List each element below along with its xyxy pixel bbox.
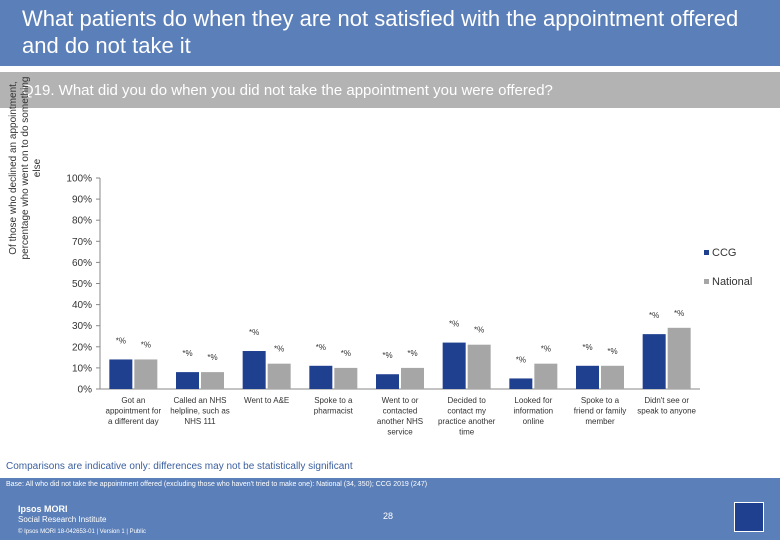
data-label: *% [582,343,592,352]
footer-band [0,478,780,540]
bar-ccg-1 [109,359,133,389]
bar-national-4 [334,367,358,389]
y-tick-label: 30% [72,321,92,332]
category-label: Got an appointment for a different day [106,396,162,426]
legend-label-national: National [712,276,752,288]
bar-ccg-9 [642,334,666,389]
bar-national-6 [467,344,491,389]
category-label-line: Went to or [382,396,419,405]
category-label-line: friend or family [574,407,626,416]
bar-ccg-7 [509,378,533,389]
legend-swatch-national [704,279,709,284]
bar-ccg-8 [576,365,599,389]
bar-ccg-5 [376,374,399,389]
bar-ccg-6 [442,342,466,389]
bar-national-7 [534,363,558,389]
data-label: *% [474,326,484,335]
category-label-line: appointment for [106,407,162,416]
y-tick-label: 80% [72,216,92,227]
y-tick-label: 70% [72,237,92,248]
category-label-line: speak to anyone [637,407,696,416]
data-label: *% [649,311,659,320]
data-label: *% [541,345,551,354]
category-label: Called an NHS helpline, such as NHS 111 [170,396,230,426]
y-tick-label: 20% [72,342,92,353]
data-label: *% [382,351,392,360]
data-label: *% [274,345,284,354]
category-label-line: pharmacist [314,407,354,416]
category-label-line: Got an [121,396,145,405]
data-label: *% [182,349,192,358]
data-label: *% [249,328,259,337]
category-label: Spoke to a friend or family member [574,396,626,426]
category-label-line: NHS 111 [184,417,216,426]
page-number: 28 [383,511,394,521]
y-tick-label: 100% [66,174,92,185]
category-label-line: member [585,417,615,426]
ipsos-logo-subtitle: Social Research Institute [18,515,107,524]
category-label-line: another NHS [377,417,423,426]
ipsos-logo-text: Ipsos MORI [18,504,68,514]
data-label: *% [316,343,326,352]
y-tick-label: 0% [78,385,93,396]
data-label: *% [407,349,417,358]
legend-swatch-ccg [704,250,709,255]
category-label-line: online [523,417,545,426]
category-label: Looked for information online [514,396,554,426]
data-label: *% [516,355,526,364]
bar-national-9 [667,327,691,389]
category-label-line: Decided to [448,396,487,405]
ipsos-badge-icon [734,502,764,532]
bar-national-1 [134,359,158,389]
category-label: Went to A&E [244,396,289,405]
copyright-text: © Ipsos MORI 18-042653-01 | Version 1 | … [18,529,146,535]
category-label-line: Called an NHS [174,396,227,405]
category-label-line: contact my [447,407,486,416]
bar-ccg-2 [176,372,199,389]
category-label-line: Didn't see or [644,396,689,405]
page-title: What patients do when they are not satis… [22,6,739,58]
category-label-line: helpline, such as [170,407,230,416]
y-tick-label: 10% [72,363,92,374]
category-label-line: time [459,428,475,437]
category-label-line: Spoke to a [314,396,353,405]
category-label-line: service [387,428,413,437]
category-label: Decided to contact my practice another time [438,396,496,437]
category-label-line: practice another [438,417,496,426]
data-label: *% [116,336,126,345]
data-label: *% [674,309,684,318]
bar-ccg-3 [242,351,266,389]
base-note: Base: All who did not take the appointme… [6,481,428,488]
data-label: *% [341,349,351,358]
category-label-line: a different day [108,417,159,426]
category-label-line: Looked for [514,396,552,405]
bar-national-3 [267,363,291,389]
y-tick-label: 90% [72,195,92,206]
y-tick-label: 50% [72,279,92,290]
data-label: *% [607,347,617,356]
category-label-line: Went to A&E [244,396,289,405]
title-band [0,0,780,66]
bar-national-8 [601,365,624,389]
category-label: Didn't see or speak to anyone [637,396,696,416]
data-label: *% [207,353,217,362]
question-band [0,72,780,108]
comparison-note: Comparisons are indicative only: differe… [6,461,353,472]
y-tick-label: 60% [72,258,92,269]
category-label-line: information [514,407,554,416]
bar-national-2 [201,372,224,389]
bar-national-5 [401,367,424,389]
category-label: Went to or contacted another NHS service [377,396,423,437]
category-label-line: Spoke to a [581,396,620,405]
y-tick-label: 40% [72,300,92,311]
question-text: Q19. What did you do when you did not ta… [22,82,553,99]
data-label: *% [449,320,459,329]
bar-ccg-4 [309,365,333,389]
legend-label-ccg: CCG [712,247,736,259]
category-label: Spoke to a pharmacist [314,396,354,416]
category-label-line: contacted [383,407,418,416]
data-label: *% [141,340,151,349]
